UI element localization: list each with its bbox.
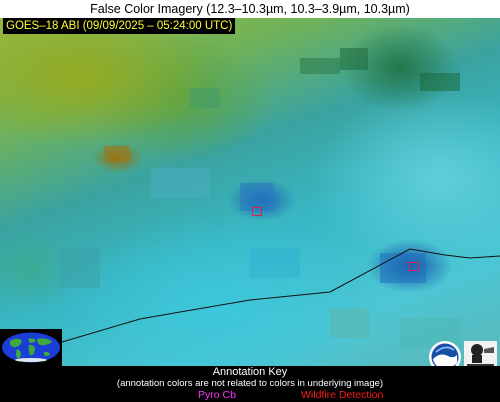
noaa-logo-icon <box>429 341 461 366</box>
annotation-key: Annotation Key (annotation colors are no… <box>0 366 500 402</box>
globe-inset <box>0 329 62 366</box>
imagery-title: False Color Imagery (12.3–10.3µm, 10.3–3… <box>0 0 500 18</box>
imagery-overlay <box>60 48 500 348</box>
noaa-logo <box>428 340 462 366</box>
cimss-logo <box>464 341 497 366</box>
annotation-key-title: Annotation Key <box>212 366 288 378</box>
wildfire-detection-box <box>252 207 262 216</box>
legend-item-pyro-cb: Pyro Cb <box>198 389 236 401</box>
pixel-blocks <box>60 48 460 348</box>
legend-items: Pyro Cb Wildfire Detection <box>0 389 500 401</box>
cimss-logo-icon <box>464 341 497 366</box>
satellite-label: GOES–18 ABI (09/09/2025 – 05:24:00 UTC) <box>3 18 236 34</box>
boundary-line <box>61 248 500 343</box>
wildfire-detection-box <box>408 262 419 271</box>
globe-icon <box>2 332 60 363</box>
legend-item-wildfire-detection: Wildfire Detection <box>301 389 384 401</box>
satellite-imagery: GOES–18 ABI (09/09/2025 – 05:24:00 UTC) <box>0 18 500 366</box>
annotation-key-note: (annotation colors are not related to co… <box>116 378 384 389</box>
